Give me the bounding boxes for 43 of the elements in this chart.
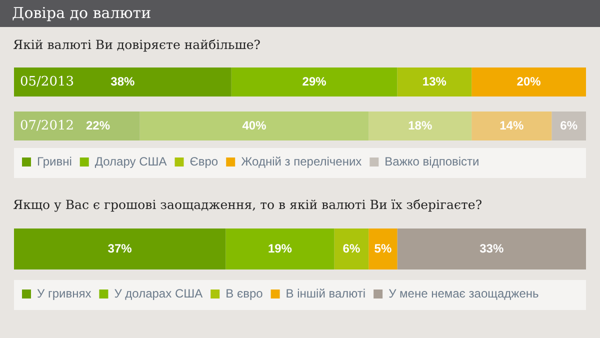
data-label: 14% [500, 118, 524, 132]
bar [14, 111, 140, 141]
bar [14, 67, 232, 97]
legend-label: В іншій валюті [286, 286, 366, 300]
data-label: 13% [422, 74, 447, 88]
legend-label: Важко відповісти [384, 154, 480, 168]
legend-label: У гривнях [37, 286, 92, 300]
data-label: 5% [374, 241, 392, 256]
chart-subtitle: Якій валюті Ви довіряєте найбільше? [13, 37, 260, 52]
chart-title: Довіра до валюти [0, 0, 600, 27]
data-label: 18% [408, 118, 432, 132]
bar [472, 67, 586, 97]
data-label: 6% [342, 241, 360, 256]
bar [226, 228, 334, 270]
bar [334, 228, 369, 270]
legend-label: Долару США [94, 154, 167, 168]
bar [231, 67, 398, 97]
chart-title: Якщо у Вас є грошові заощадження, то в якій валюті Ви їх зберігаєте? [13, 197, 482, 212]
legend-label: В євро [226, 286, 264, 300]
bar [14, 228, 226, 270]
data-label: 33% [480, 241, 504, 256]
legend-label: У мене немає заощаджень [388, 286, 539, 300]
y-tick-label: 07/2012 [20, 118, 74, 134]
data-label: 20% [516, 74, 542, 88]
bar [368, 228, 398, 270]
data-label: 22% [86, 118, 110, 132]
data-label: 40% [242, 118, 267, 132]
legend-label: Гривні [37, 154, 72, 168]
bar [472, 111, 552, 141]
bar [140, 111, 369, 141]
y-tick-label: 05/2013 [20, 74, 74, 90]
bar [552, 111, 586, 141]
data-label: 29% [302, 74, 327, 88]
legend-label: У доларах США [114, 286, 203, 300]
bar [397, 67, 472, 97]
bar [397, 228, 586, 270]
legend-label: Жодній з перелічених [241, 154, 362, 168]
data-label: 6% [560, 118, 578, 132]
legend-label: Євро [190, 154, 218, 168]
bar [368, 111, 472, 141]
data-label: 19% [268, 241, 292, 256]
data-label: 37% [108, 241, 132, 256]
data-label: 38% [110, 74, 136, 88]
